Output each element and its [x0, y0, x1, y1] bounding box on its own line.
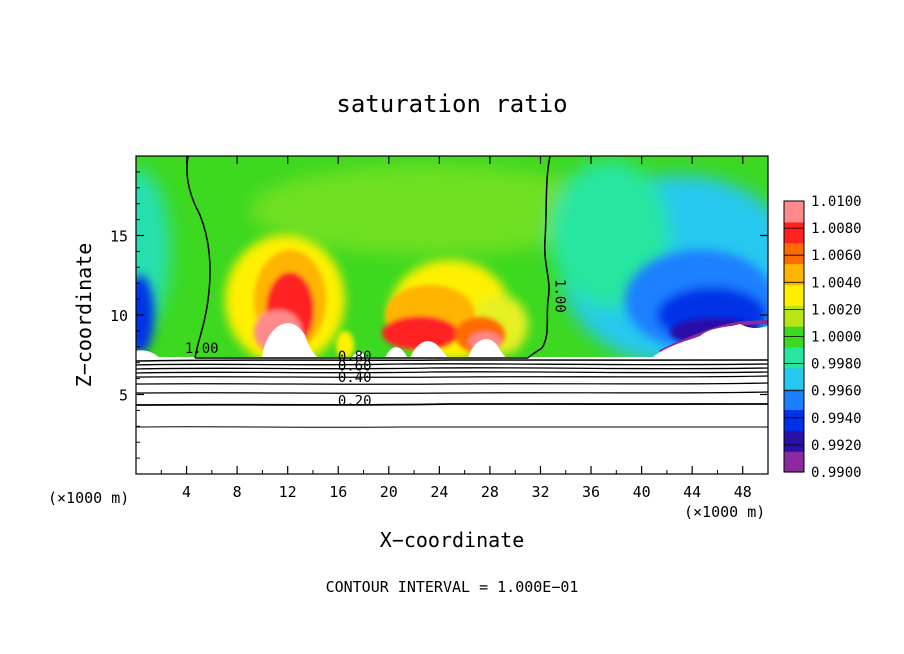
colorbar-label: 1.0040: [811, 275, 862, 291]
colorbar-label: 1.0000: [811, 330, 862, 346]
colorbar-label: 1.0080: [811, 221, 862, 237]
contour-1-00-right: [527, 155, 551, 359]
y-tick-label: 10: [110, 307, 128, 325]
contour-0-30: [135, 391, 769, 394]
x-unit-left: (×1000 m): [48, 489, 129, 507]
contour-label: 0.80: [338, 349, 372, 365]
x-tick-label: 12: [279, 483, 297, 501]
x-axis-label: X−coordinate: [380, 528, 525, 552]
x-tick-label: 8: [233, 483, 242, 501]
x-tick-label: 20: [380, 483, 398, 501]
x-tick-label: 16: [329, 483, 347, 501]
x-tick-label: 24: [430, 483, 448, 501]
contour-0-10: [135, 426, 769, 428]
contour-lines: [135, 155, 769, 428]
field-top-light-green: [250, 165, 610, 255]
x-tick-label: 40: [633, 483, 651, 501]
colorbar-swatch: [784, 221, 804, 244]
contour-labels: 1.00 1.00 0.800.600.40 0.20: [185, 279, 568, 410]
colorbar-swatch: [784, 305, 804, 327]
contour-0-80: [135, 363, 769, 366]
colorbar-label: 0.9920: [811, 438, 862, 454]
field-left-blue: [136, 275, 154, 355]
y-axis-ticks: 5 10 15: [110, 171, 768, 459]
x-tick-label: 48: [734, 483, 752, 501]
contour-interval-note: CONTOUR INTERVAL = 1.000E−01: [326, 578, 579, 596]
chart-title: saturation ratio: [336, 90, 567, 118]
x-axis-ticks: 4 8 12 16 20 24 28 32 36 40 44 48: [160, 156, 752, 501]
y-axis-label: Z−coordinate: [72, 243, 96, 388]
x-tick-label: 32: [531, 483, 549, 501]
contour-0-60: [135, 371, 769, 374]
contour-1-00-left: [186, 155, 211, 359]
contour-label: 1.00: [185, 341, 219, 357]
colorbar-label: 0.9980: [811, 357, 862, 373]
colorbar-label: 0.9960: [811, 384, 862, 400]
colorbar-label: 1.0020: [811, 302, 862, 318]
colorbar-swatch: [784, 242, 804, 265]
contour-0-50: [135, 375, 769, 378]
x-unit-right: (×1000 m): [684, 503, 765, 521]
colorbar-swatch: [784, 263, 804, 285]
x-tick-label: 44: [683, 483, 701, 501]
colorbar-swatch: [784, 201, 804, 223]
field-yellow-small: [336, 331, 354, 359]
colorbar-swatch: [784, 409, 804, 431]
colorbar: 1.0100 1.0080 1.0060 1.0040 1.0020 1.0000 0.99…: [783, 194, 862, 481]
stable-layer: [136, 357, 768, 474]
colorbar-swatch: [784, 388, 804, 411]
contour-label: 0.60: [338, 359, 372, 375]
white-gaps: [136, 323, 768, 358]
contour-0-40: [135, 382, 769, 385]
contour-0-90: [135, 358, 769, 362]
colorbar-swatch: [784, 346, 804, 369]
x-tick-label: 28: [481, 483, 499, 501]
colorbar-label: 1.0100: [811, 194, 862, 210]
contour-label: 0.20: [338, 394, 372, 410]
colorbar-swatch: [784, 284, 804, 306]
colorbar-label: 0.9940: [811, 411, 862, 427]
x-tick-label: 4: [182, 483, 191, 501]
contour-label: 1.00: [552, 279, 568, 313]
colorbar-swatch: [784, 451, 804, 473]
heatmap-field: [136, 156, 768, 474]
contour-0-20: [135, 402, 769, 406]
y-tick-label: 5: [119, 387, 128, 405]
y-tick-label: 15: [110, 228, 128, 246]
colorbar-label: 0.9900: [811, 465, 862, 481]
contour-0-70: [135, 367, 769, 370]
x-tick-label: 36: [582, 483, 600, 501]
colorbar-swatch: [784, 367, 804, 390]
colorbar-swatch: [784, 430, 804, 452]
field-red-mid: [382, 316, 458, 350]
colorbar-label: 1.0060: [811, 248, 862, 264]
contour-label: 0.40: [338, 370, 372, 386]
